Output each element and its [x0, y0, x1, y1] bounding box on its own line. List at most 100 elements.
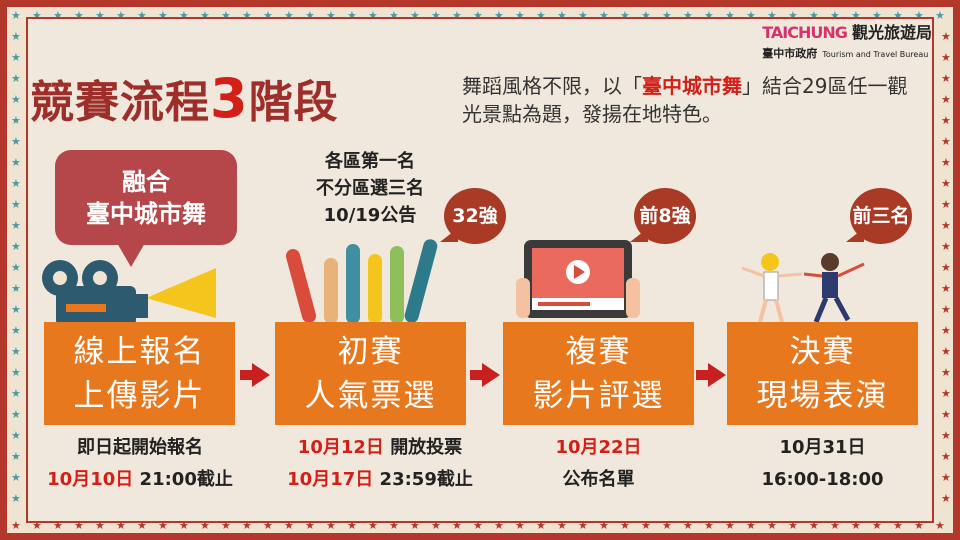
star-icon: ★ — [200, 9, 210, 22]
star-icon: ★ — [32, 519, 42, 532]
star-icon: ★ — [941, 114, 951, 127]
star-icon: ★ — [641, 9, 651, 22]
star-icon: ★ — [941, 30, 951, 43]
star-icon: ★ — [578, 9, 588, 22]
star-icon: ★ — [941, 219, 951, 232]
film-projector-icon — [42, 260, 216, 326]
star-icon: ★ — [620, 9, 630, 22]
star-icon: ★ — [95, 519, 105, 532]
star-icon: ★ — [326, 9, 336, 22]
star-icon: ★ — [32, 9, 42, 22]
star-icon: ★ — [95, 9, 105, 22]
star-icon: ★ — [704, 9, 714, 22]
star-icon: ★ — [11, 30, 21, 43]
badge-top8: 前8強 — [630, 188, 696, 244]
star-icon: ★ — [431, 9, 441, 22]
star-icon: ★ — [725, 9, 735, 22]
star-icon: ★ — [494, 519, 504, 532]
star-icon: ★ — [557, 9, 567, 22]
star-icon: ★ — [179, 519, 189, 532]
star-icon: ★ — [941, 198, 951, 211]
star-icon: ★ — [116, 519, 126, 532]
star-icon: ★ — [941, 471, 951, 484]
star-icon: ★ — [137, 519, 147, 532]
star-icon: ★ — [914, 9, 924, 22]
star-icon: ★ — [452, 9, 462, 22]
star-icon: ★ — [158, 519, 168, 532]
page-title: 競賽流程3階段 — [30, 67, 339, 130]
round1-note: 各區第一名 不分區選三名 10/19公告 — [316, 151, 424, 226]
star-icon: ★ — [683, 519, 693, 532]
star-icon: ★ — [137, 9, 147, 22]
star-icon: ★ — [941, 240, 951, 253]
star-icon: ★ — [11, 408, 21, 421]
star-icon: ★ — [941, 366, 951, 379]
star-icon: ★ — [941, 72, 951, 85]
star-icon: ★ — [941, 345, 951, 358]
star-icon: ★ — [11, 450, 21, 463]
star-icon: ★ — [305, 9, 315, 22]
star-icon: ★ — [941, 135, 951, 148]
logo: TAICHUNG 觀光旅遊局 臺中市政府 Tourism and Travel … — [762, 22, 932, 60]
star-icon: ★ — [200, 519, 210, 532]
star-icon: ★ — [473, 519, 483, 532]
star-icon: ★ — [941, 303, 951, 316]
star-icon: ★ — [788, 519, 798, 532]
arrow-right-icon — [470, 363, 500, 387]
star-icon: ★ — [11, 345, 21, 358]
logo-bureau-en: Tourism and Travel Bureau — [822, 50, 929, 59]
star-icon: ★ — [473, 9, 483, 22]
star-icon: ★ — [941, 408, 951, 421]
star-icon: ★ — [263, 519, 273, 532]
stage-preliminary: 初賽 人氣票選 — [275, 322, 466, 425]
star-icon: ★ — [11, 261, 21, 274]
star-icon: ★ — [941, 261, 951, 274]
star-icon: ★ — [893, 9, 903, 22]
star-icon: ★ — [536, 519, 546, 532]
star-icon: ★ — [662, 9, 672, 22]
star-icon: ★ — [11, 135, 21, 148]
star-icon: ★ — [11, 51, 21, 64]
star-icon: ★ — [452, 519, 462, 532]
star-icon: ★ — [158, 9, 168, 22]
star-icon: ★ — [11, 156, 21, 169]
video-tablet-icon — [516, 240, 640, 318]
star-icon: ★ — [11, 72, 21, 85]
star-icon: ★ — [494, 9, 504, 22]
star-icon: ★ — [11, 471, 21, 484]
star-icon: ★ — [830, 519, 840, 532]
star-icon: ★ — [746, 519, 756, 532]
logo-gov: 臺中市政府 — [762, 47, 818, 60]
star-icon: ★ — [410, 519, 420, 532]
star-icon: ★ — [284, 9, 294, 22]
star-icon: ★ — [11, 198, 21, 211]
star-icon: ★ — [221, 9, 231, 22]
stage-semifinal: 複賽 影片評選 — [503, 322, 694, 425]
star-icon: ★ — [389, 519, 399, 532]
star-icon: ★ — [725, 519, 735, 532]
star-icon: ★ — [788, 9, 798, 22]
star-icon: ★ — [305, 519, 315, 532]
star-icon: ★ — [11, 303, 21, 316]
star-icon: ★ — [11, 219, 21, 232]
star-icon: ★ — [11, 519, 21, 532]
dancers-icon — [741, 253, 865, 323]
star-icon: ★ — [872, 519, 882, 532]
star-icon: ★ — [515, 9, 525, 22]
star-icon: ★ — [431, 519, 441, 532]
star-icon: ★ — [941, 177, 951, 190]
star-icon: ★ — [941, 492, 951, 505]
star-icon: ★ — [941, 450, 951, 463]
star-icon: ★ — [74, 519, 84, 532]
star-icon: ★ — [11, 282, 21, 295]
logo-brand-zh: 觀光旅遊局 — [851, 23, 932, 42]
star-icon: ★ — [941, 93, 951, 106]
star-icon: ★ — [11, 114, 21, 127]
arrow-right-icon — [240, 363, 270, 387]
star-icon: ★ — [704, 519, 714, 532]
stage-semifinal-dates: 10月22日 公布名單 — [555, 437, 642, 490]
star-icon: ★ — [242, 519, 252, 532]
star-icon: ★ — [641, 519, 651, 532]
star-icon: ★ — [941, 387, 951, 400]
star-icon: ★ — [284, 519, 294, 532]
